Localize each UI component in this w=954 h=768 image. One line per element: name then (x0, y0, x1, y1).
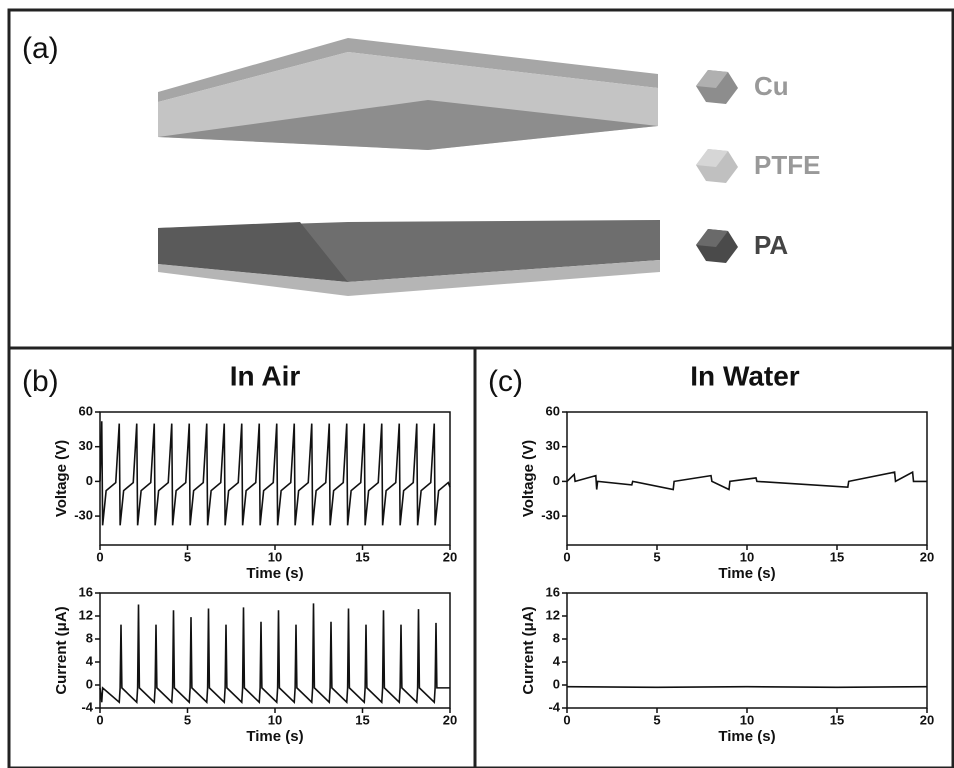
slab-bottom (158, 220, 660, 296)
x-tick-label: 0 (563, 549, 570, 564)
x-tick-label: 5 (653, 712, 660, 727)
panel-c-frame (473, 346, 954, 768)
y-axis-label: Voltage (V) (53, 440, 70, 517)
y-tick-label: 0 (86, 676, 93, 691)
y-tick-label: 60 (79, 403, 93, 418)
panel-label: (b) (22, 365, 59, 398)
y-tick-label: 30 (546, 438, 560, 453)
y-axis-label: Current (μA) (53, 606, 70, 694)
legend-label: PA (754, 230, 788, 260)
y-tick-label: -30 (74, 508, 93, 523)
y-tick-label: 8 (86, 630, 93, 645)
x-tick-label: 20 (443, 549, 457, 564)
y-tick-label: 4 (86, 653, 94, 668)
legend-label: PTFE (754, 150, 820, 180)
data-line (99, 603, 450, 705)
x-tick-label: 15 (830, 712, 844, 727)
x-tick-label: 15 (355, 712, 369, 727)
x-tick-label: 0 (96, 712, 103, 727)
data-line (99, 421, 451, 526)
y-tick-label: -30 (541, 508, 560, 523)
y-tick-label: 8 (553, 630, 560, 645)
panel-label: (a) (22, 32, 59, 65)
y-tick-label: 0 (86, 473, 93, 488)
y-tick-label: 0 (553, 473, 560, 488)
x-axis-label: Time (s) (246, 565, 303, 582)
plot-frame (566, 592, 928, 709)
x-tick-label: 20 (920, 549, 934, 564)
plot-frame (99, 411, 451, 546)
y-tick-label: 16 (546, 584, 560, 599)
x-tick-label: 10 (740, 549, 754, 564)
x-tick-label: 5 (184, 712, 191, 727)
y-tick-label: 4 (553, 653, 561, 668)
x-tick-label: 0 (96, 549, 103, 564)
x-tick-label: 20 (443, 712, 457, 727)
y-tick-label: -4 (548, 699, 560, 714)
panel-title: In Air (230, 360, 301, 391)
x-tick-label: 10 (268, 549, 282, 564)
y-axis-label: Current (μA) (520, 606, 537, 694)
x-tick-label: 10 (268, 712, 282, 727)
y-axis-label: Voltage (V) (520, 440, 537, 517)
y-tick-label: 12 (79, 607, 93, 622)
data-line (566, 685, 928, 689)
x-axis-label: Time (s) (718, 565, 775, 582)
x-tick-label: 5 (653, 549, 660, 564)
x-tick-label: 0 (563, 712, 570, 727)
x-axis-label: Time (s) (246, 728, 303, 745)
legend-label: Cu (754, 71, 789, 101)
x-tick-label: 20 (920, 712, 934, 727)
x-tick-label: 5 (184, 549, 191, 564)
y-tick-label: 12 (546, 607, 560, 622)
y-tick-label: 16 (79, 584, 93, 599)
plot-frame (99, 592, 451, 709)
x-tick-label: 15 (355, 549, 369, 564)
data-line (566, 470, 927, 491)
x-tick-label: 10 (740, 712, 754, 727)
y-tick-label: 0 (553, 676, 560, 691)
slab-top (158, 38, 658, 150)
y-tick-label: 60 (546, 403, 560, 418)
panel-label: (c) (488, 365, 523, 398)
y-tick-label: 30 (79, 438, 93, 453)
legend-cubes (696, 70, 738, 263)
x-axis-label: Time (s) (718, 728, 775, 745)
panel-title: In Water (690, 360, 800, 391)
y-tick-label: -4 (81, 699, 93, 714)
x-tick-label: 15 (830, 549, 844, 564)
